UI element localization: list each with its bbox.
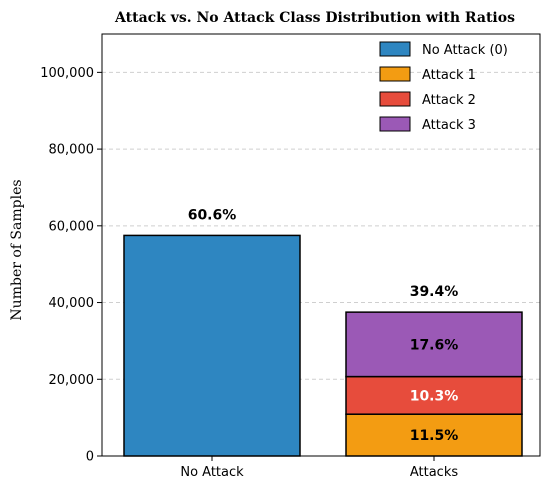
bar-segment-attacks-attack-3	[345, 311, 523, 378]
bar-segment-no-attack-no-attack-0	[123, 234, 301, 457]
legend-swatch	[379, 116, 411, 132]
total-percent-label: 39.4%	[410, 284, 459, 300]
segment-percent-label: 10.3%	[410, 388, 459, 404]
legend-label: Attack 3	[422, 118, 476, 133]
chart-title: Attack vs. No Attack Class Distribution …	[114, 10, 515, 26]
segment-percent-label: 11.5%	[410, 428, 459, 444]
bar-segment-attacks-attack-1	[345, 413, 523, 457]
legend-label: Attack 2	[422, 93, 476, 108]
legend-label: No Attack (0)	[422, 43, 508, 58]
legend-swatch	[379, 66, 411, 82]
y-axis-ticks: 0 20,000 40,000 60,000 80,000 100,000	[40, 66, 102, 465]
legend: No Attack (0) Attack 1 Attack 2 Attack 3	[379, 41, 508, 133]
x-tick-label: Attacks	[410, 465, 459, 480]
y-tick-label: 80,000	[49, 143, 95, 158]
x-tick-label: No Attack	[180, 465, 244, 480]
y-tick-label: 20,000	[49, 373, 95, 388]
y-tick-label: 40,000	[49, 296, 95, 311]
y-axis-label: Number of Samples	[9, 179, 25, 320]
legend-label: Attack 1	[422, 68, 476, 83]
legend-swatch	[379, 91, 411, 107]
bar-labels: 60.6% 39.4% 11.5% 10.3% 17.6%	[188, 207, 459, 444]
bars	[123, 234, 523, 457]
x-axis-ticks: No Attack Attacks	[180, 456, 458, 480]
y-tick-label: 100,000	[40, 66, 94, 81]
segment-percent-label: 17.6%	[410, 337, 459, 353]
bar-segment-attacks-attack-2	[345, 375, 523, 415]
legend-swatch	[379, 41, 411, 57]
y-tick-label: 60,000	[49, 219, 95, 234]
plot-frame	[101, 33, 541, 457]
y-tick-label: 0	[86, 450, 94, 465]
total-percent-label: 60.6%	[188, 207, 237, 223]
